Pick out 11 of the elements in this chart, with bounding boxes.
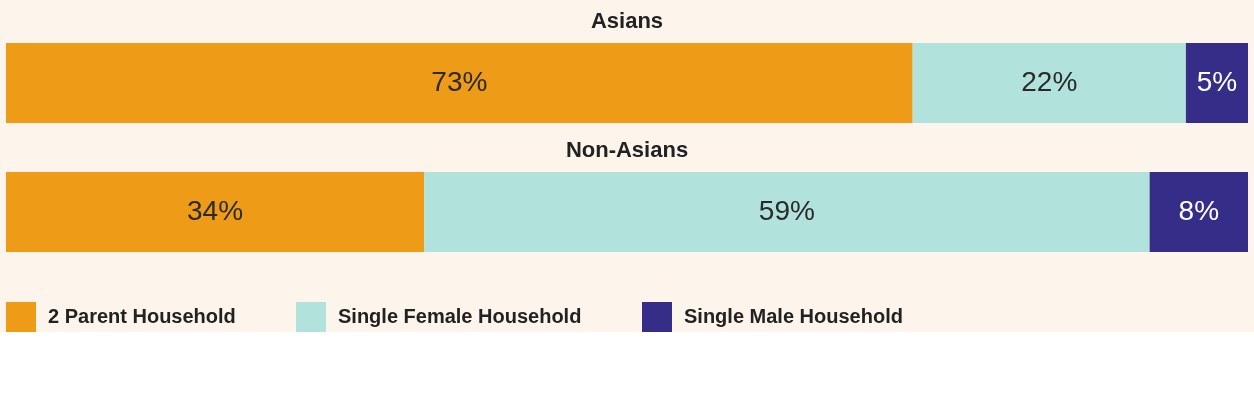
legend-label: Single Male Household [684,305,903,327]
data-label: 8% [1178,195,1220,226]
chart-title: Non-Asians [565,137,689,162]
data-label: 5% [1196,66,1238,97]
chart-title: Asians [590,8,664,33]
data-label: 22% [1021,66,1078,97]
legend-label: 2 Parent Household [48,305,236,327]
legend-label: Single Female Household [338,305,582,327]
data-label: 34% [187,195,244,226]
data-label: 59% [758,195,815,226]
data-label: 73% [431,66,488,97]
